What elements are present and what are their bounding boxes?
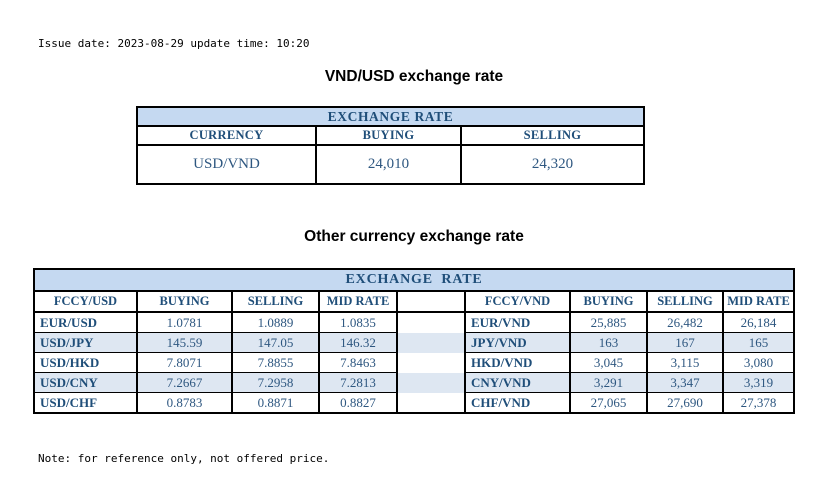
column-header-selling-right: SELLING	[646, 291, 724, 313]
table-row: USD/CNY 7.2667 7.2958 7.2813 CNY/VND 3,2…	[33, 372, 796, 393]
usd-vnd-table: EXCHANGE RATE CURRENCY BUYING SELLING US…	[135, 106, 646, 185]
buying-cell: 24,010	[315, 144, 462, 185]
selling-cell: 7.2958	[231, 372, 320, 393]
other-table-title: Other currency exchange rate	[304, 228, 524, 245]
midrate-cell: 3,080	[721, 352, 796, 373]
selling-cell: 0.8871	[231, 392, 320, 414]
selling-cell: 167	[646, 332, 724, 353]
spacer-cell	[396, 312, 466, 333]
buying-cell: 0.8783	[136, 392, 233, 414]
midrate-cell: 27,378	[721, 392, 796, 414]
spacer-cell	[396, 352, 466, 373]
buying-cell: 3,291	[569, 372, 648, 393]
column-header-buying-left: BUYING	[136, 291, 233, 313]
table-row: EUR/USD 1.0781 1.0889 1.0835 EUR/VND 25,…	[33, 312, 796, 333]
selling-cell: 3,347	[646, 372, 724, 393]
column-header-selling-left: SELLING	[231, 291, 320, 313]
buying-cell: 25,885	[569, 312, 648, 333]
buying-cell: 1.0781	[136, 312, 233, 333]
selling-cell: 7.8855	[231, 352, 320, 373]
table-row: USD/HKD 7.8071 7.8855 7.8463 HKD/VND 3,0…	[33, 352, 796, 373]
column-header-selling: SELLING	[459, 125, 646, 146]
column-header-buying-right: BUYING	[569, 291, 648, 313]
usd-table-title: VND/USD exchange rate	[324, 68, 504, 85]
selling-cell: 1.0889	[231, 312, 320, 333]
other-currency-table: EXCHANGE RATE FCCY/USD BUYING SELLING MI…	[32, 268, 796, 414]
midrate-cell: 0.8827	[318, 392, 398, 414]
buying-cell: 163	[569, 332, 648, 353]
column-header-currency: CURRENCY	[136, 125, 317, 146]
midrate-cell: 1.0835	[318, 312, 398, 333]
usd-table-header: EXCHANGE RATE	[135, 106, 646, 127]
selling-cell: 26,482	[646, 312, 724, 333]
column-header-midrate-left: MID RATE	[318, 291, 398, 313]
pair-cell: HKD/VND	[464, 352, 571, 373]
selling-cell: 24,320	[459, 144, 646, 185]
spacer-cell	[396, 392, 466, 414]
table-row: USD/JPY 145.59 147.05 146.32 JPY/VND 163…	[33, 332, 796, 353]
column-header-row: FCCY/USD BUYING SELLING MID RATE FCCY/VN…	[33, 291, 796, 313]
column-header-buying: BUYING	[315, 125, 462, 146]
pair-cell: CNY/VND	[464, 372, 571, 393]
spacer-cell	[396, 332, 466, 353]
selling-cell: 147.05	[231, 332, 320, 353]
midrate-cell: 7.2813	[318, 372, 398, 393]
note-line: Note: for reference only, not offered pr…	[38, 452, 330, 465]
pair-cell: USD/CNY	[33, 372, 138, 393]
pair-cell: JPY/VND	[464, 332, 571, 353]
pair-cell: USD/HKD	[33, 352, 138, 373]
buying-cell: 7.8071	[136, 352, 233, 373]
buying-cell: 3,045	[569, 352, 648, 373]
table-row: USD/CHF 0.8783 0.8871 0.8827 CHF/VND 27,…	[33, 392, 796, 414]
midrate-cell: 146.32	[318, 332, 398, 353]
issue-date-line: Issue date: 2023-08-29 update time: 10:2…	[38, 37, 310, 50]
pair-cell: USD/CHF	[33, 392, 138, 414]
buying-cell: 145.59	[136, 332, 233, 353]
pair-cell: EUR/VND	[464, 312, 571, 333]
table-header-row: EXCHANGE RATE	[135, 106, 646, 127]
pair-cell: EUR/USD	[33, 312, 138, 333]
table-header-row: EXCHANGE RATE	[32, 268, 796, 292]
column-header-fccy-usd: FCCY/USD	[33, 291, 138, 313]
table-row: USD/VND 24,010 24,320	[136, 144, 646, 185]
currency-cell: USD/VND	[136, 144, 317, 185]
midrate-cell: 3,319	[721, 372, 796, 393]
spacer-cell	[396, 372, 466, 393]
spacer-cell	[396, 291, 466, 313]
midrate-cell: 26,184	[721, 312, 796, 333]
buying-cell: 27,065	[569, 392, 648, 414]
buying-cell: 7.2667	[136, 372, 233, 393]
selling-cell: 3,115	[646, 352, 724, 373]
selling-cell: 27,690	[646, 392, 724, 414]
column-header-fccy-vnd: FCCY/VND	[464, 291, 571, 313]
midrate-cell: 165	[721, 332, 796, 353]
pair-cell: CHF/VND	[464, 392, 571, 414]
column-header-row: CURRENCY BUYING SELLING	[136, 125, 646, 146]
column-header-midrate-right: MID RATE	[721, 291, 796, 313]
pair-cell: USD/JPY	[33, 332, 138, 353]
midrate-cell: 7.8463	[318, 352, 398, 373]
other-table-header: EXCHANGE RATE	[32, 268, 796, 292]
